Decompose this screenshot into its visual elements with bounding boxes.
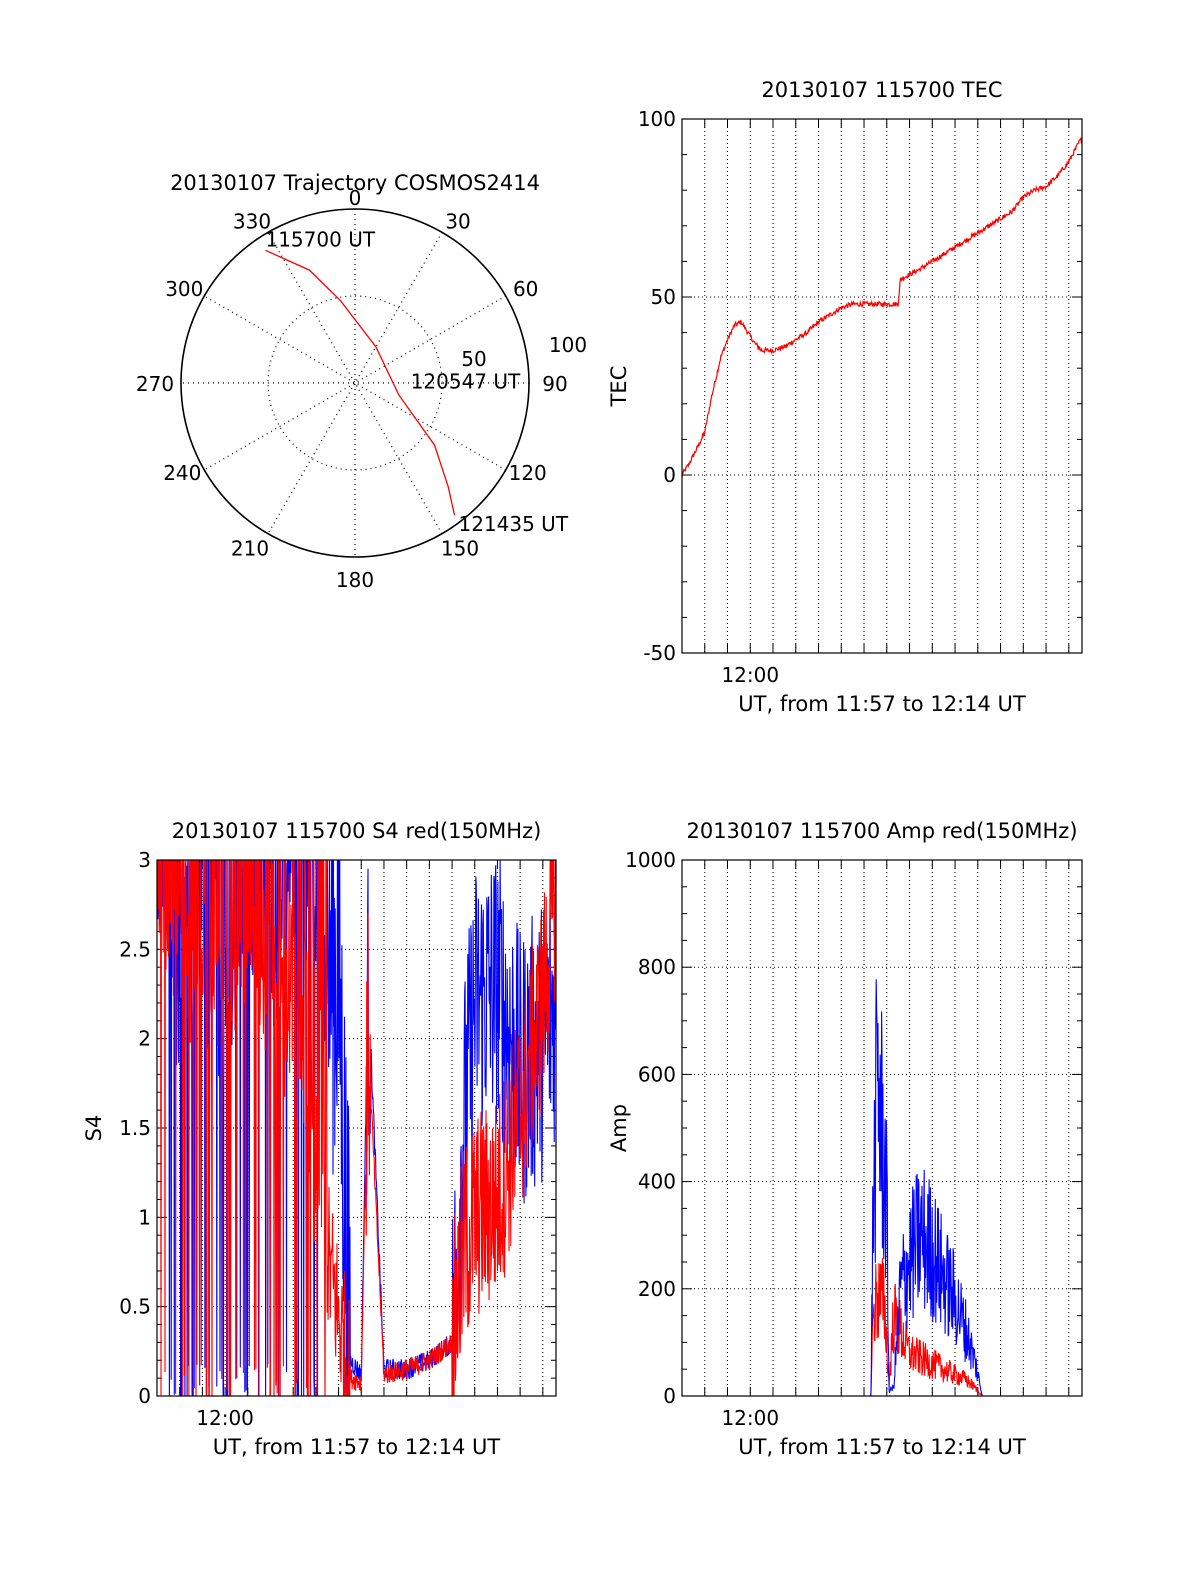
- y-tick-label: 2: [138, 1027, 151, 1051]
- x-tick-label: 12:00: [721, 663, 779, 687]
- time-annotation: 115700 UT: [265, 227, 375, 251]
- y-tick-label: 50: [651, 285, 676, 309]
- x-axis-label: UT, from 11:57 to 12:14 UT: [738, 1435, 1026, 1459]
- angle-label: 90: [542, 372, 567, 396]
- y-axis-label: Amp: [607, 1104, 631, 1152]
- radial-spoke: [267, 232, 443, 534]
- angle-label: 240: [163, 461, 201, 485]
- time-annotation: 121435 UT: [458, 512, 568, 536]
- series-line-2: [157, 860, 556, 1396]
- y-axis-label: TEC: [607, 366, 631, 408]
- series-line-1: [157, 860, 556, 1396]
- amp-panel: 20130107 115700 Amp red(150MHz) 0 200 400 60…: [607, 819, 1083, 1459]
- x-axis-label: UT, from 11:57 to 12:14 UT: [213, 1435, 501, 1459]
- series-line-1: [682, 136, 1082, 477]
- s4-panel: 20130107 115700 S4 red(150MHz) 0 0.5 1 1.5 2 2…: [82, 819, 557, 1459]
- radial-label: 50: [461, 347, 486, 371]
- series-line-2: [682, 979, 1082, 1396]
- y-tick-label: 0: [138, 1384, 151, 1408]
- inner-circle: [267, 295, 443, 471]
- y-tick-label: -50: [643, 641, 676, 665]
- plot-frame: [156, 859, 557, 1397]
- y-tick-label: 2.5: [119, 937, 151, 961]
- x-tick-label: 12:00: [721, 1406, 779, 1430]
- y-tick-label: 1.5: [119, 1116, 151, 1140]
- radial-label: 100: [549, 333, 587, 357]
- angle-label: 120: [509, 461, 547, 485]
- y-axis-label: S4: [82, 1115, 106, 1142]
- trajectory-line: [265, 249, 456, 516]
- y-tick-label: 100: [638, 107, 676, 131]
- y-tick-label: 200: [638, 1277, 676, 1301]
- angle-label: 210: [231, 537, 269, 561]
- radial-spoke: [267, 232, 443, 534]
- series-line-1: [682, 1258, 1082, 1396]
- y-tick-label: 3: [138, 848, 151, 872]
- angle-label: 60: [513, 277, 538, 301]
- angle-label: 0: [349, 186, 362, 210]
- chart-title: 20130107 115700 S4 red(150MHz): [172, 819, 542, 843]
- y-tick-label: 0: [663, 463, 676, 487]
- y-tick-label: 1000: [625, 848, 676, 872]
- plot-frame: [681, 118, 1083, 654]
- y-tick-label: 0: [663, 1384, 676, 1408]
- chart-title: 20130107 Trajectory COSMOS2414: [170, 171, 540, 195]
- x-axis-label: UT, from 11:57 to 12:14 UT: [738, 692, 1026, 716]
- plot-frame: [681, 859, 1083, 1397]
- time-annotation: 120547 UT: [411, 370, 521, 394]
- angle-label: 270: [136, 372, 174, 396]
- tec-panel: 20130107 115700 TEC -50 0 50 100 12:00 UT, fro…: [607, 78, 1083, 716]
- angle-label: 180: [336, 568, 374, 592]
- y-tick-label: 400: [638, 1170, 676, 1194]
- angle-label: 30: [445, 209, 470, 233]
- y-tick-label: 600: [638, 1062, 676, 1086]
- chart-title: 20130107 115700 Amp red(150MHz): [686, 819, 1077, 843]
- y-tick-label: 800: [638, 955, 676, 979]
- angle-label: 150: [441, 537, 479, 561]
- chart-title: 20130107 115700 TEC: [761, 78, 1002, 102]
- y-tick-label: 1: [138, 1205, 151, 1229]
- y-tick-label: 0.5: [119, 1295, 151, 1319]
- angle-label: 330: [233, 209, 271, 233]
- angle-label: 300: [165, 277, 203, 301]
- x-tick-label: 12:00: [196, 1406, 254, 1430]
